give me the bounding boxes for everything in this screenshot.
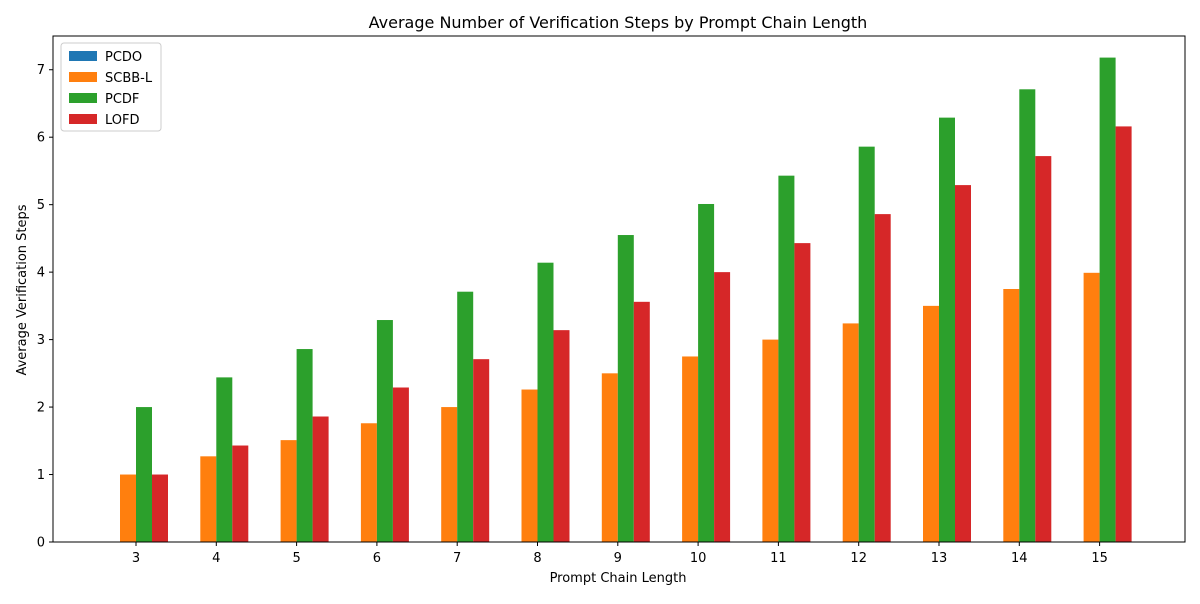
y-axis-label: Average Verification Steps: [15, 204, 30, 375]
bar-scbb-l-12: [842, 323, 859, 542]
bar-lofd-10: [714, 272, 731, 542]
x-tick-label: 3: [132, 551, 140, 566]
bar-pcdf-9: [617, 235, 634, 542]
x-tick-label: 9: [614, 551, 622, 566]
bar-pcdf-12: [858, 146, 875, 542]
y-tick-label: 0: [37, 536, 45, 551]
y-tick-label: 5: [37, 198, 45, 213]
bar-scbb-l-8: [521, 389, 538, 542]
bar-lofd-6: [392, 387, 409, 542]
x-tick-label: 4: [212, 551, 220, 566]
bar-pcdf-11: [778, 175, 795, 542]
bar-pcdf-3: [136, 407, 152, 542]
bar-pcdf-4: [216, 377, 233, 542]
x-tick-label: 15: [1091, 551, 1108, 566]
bar-pcdf-14: [1019, 89, 1036, 543]
legend-swatch-pcdo: [69, 51, 97, 61]
bar-pcdf-8: [537, 262, 554, 542]
legend-box: [60, 42, 162, 132]
bar-lofd-14: [1035, 156, 1052, 542]
bar-scbb-l-9: [601, 373, 618, 542]
bar-lofd-12: [874, 214, 891, 543]
bar-scbb-l-7: [441, 407, 458, 542]
bar-scbb-l-13: [923, 305, 939, 542]
bar-lofd-8: [553, 330, 570, 542]
bar-scbb-l-11: [762, 339, 779, 542]
bar-lofd-9: [633, 301, 650, 542]
legend-label-scbb-l: SCBB-L: [105, 71, 153, 86]
bar-lofd-5: [312, 416, 329, 542]
x-tick-label: 10: [690, 551, 707, 566]
x-axis-label: Prompt Chain Length: [550, 571, 687, 586]
bar-lofd-11: [794, 243, 811, 542]
chart-title: Average Number of Verification Steps by …: [369, 13, 868, 32]
y-tick-label: 1: [37, 468, 45, 483]
bar-pcdf-13: [939, 117, 955, 542]
bar-scbb-l-15: [1083, 272, 1100, 542]
legend-label-lofd: LOFD: [105, 113, 140, 128]
bar-scbb-l-14: [1003, 289, 1020, 542]
y-tick-label: 4: [37, 266, 45, 281]
legend-swatch-lofd: [69, 114, 97, 124]
x-tick-label: 5: [292, 551, 300, 566]
y-tick-label: 2: [37, 401, 45, 416]
bar-lofd-3: [152, 474, 168, 542]
legend-swatch-pcdf: [69, 93, 97, 103]
legend-label-pcdo: PCDO: [105, 50, 142, 65]
bar-lofd-15: [1115, 126, 1132, 542]
x-tick-label: 12: [850, 551, 867, 566]
bar-pcdf-5: [296, 349, 313, 542]
bar-lofd-4: [232, 445, 249, 542]
bar-pcdf-10: [698, 203, 715, 543]
legend: PCDO SCBB-L PCDF LOFD: [60, 42, 162, 132]
x-tick-label: 14: [1011, 551, 1028, 566]
bar-scbb-l-6: [360, 423, 377, 542]
bar-scbb-l-10: [682, 356, 699, 542]
bar-pcdf-15: [1099, 57, 1116, 543]
bar-pcdf-7: [457, 291, 474, 542]
bar-lofd-13: [955, 185, 971, 542]
legend-swatch-scbb-l: [69, 72, 97, 82]
x-tick-label: 11: [770, 551, 787, 566]
y-tick-label: 7: [37, 63, 45, 78]
y-tick-label: 6: [37, 131, 45, 146]
legend-label-pcdf: PCDF: [105, 92, 139, 107]
bar-scbb-l-5: [280, 440, 297, 542]
bar-lofd-7: [473, 359, 490, 542]
axes-frame: [52, 35, 1186, 543]
x-tick-label: 7: [453, 551, 461, 566]
y-tick-label: 3: [37, 333, 45, 348]
bar-pcdf-6: [376, 320, 393, 542]
bar-scbb-l-3: [120, 474, 136, 542]
bar-scbb-l-4: [200, 456, 217, 542]
x-tick-label: 8: [533, 551, 541, 566]
x-tick-label: 6: [373, 551, 381, 566]
x-tick-label: 13: [931, 551, 948, 566]
